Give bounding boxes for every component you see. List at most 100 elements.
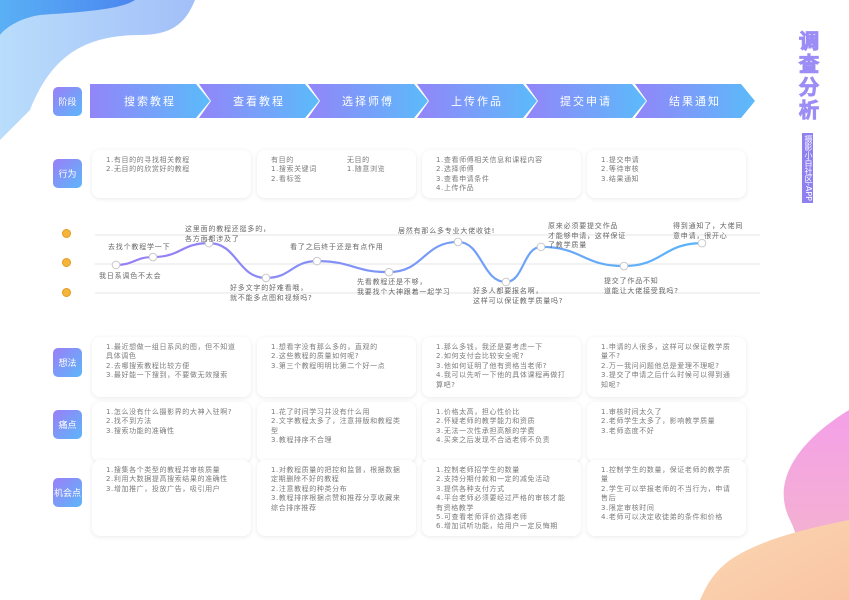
emotion-point <box>453 237 463 247</box>
emotion-label: 这里面的教程还挺多的， 各方面都涉及了 <box>185 225 271 243</box>
emotion-label: 看了之后终于还是有点作用 <box>290 243 384 251</box>
card-item: 1.怎么没有什么摄影界的大神入驻啊? <box>106 408 233 416</box>
emotion-point <box>148 252 158 262</box>
card-item: 2.看标签 <box>271 174 302 183</box>
row-label-opportunity: 机会点 <box>53 478 82 507</box>
card-item: 1.最近想做一组日系风的图，但不知道具体调色 <box>106 343 236 361</box>
card-item: 2.等待审核 <box>601 165 640 174</box>
row-label-behavior: 行为 <box>53 159 82 188</box>
card-item: 2.选择师傅 <box>436 165 475 174</box>
stage-1: 搜索教程 <box>90 84 210 118</box>
card-item: 4.平台老师必须要经过严格的审核才能有资格教学 <box>436 494 566 512</box>
behavior-column-aimless: 无目的 1.随意浏览 <box>347 156 385 184</box>
opportunity-card-1: 1.搜集各个类型的教程并审核质量 2.利用大数据提高搜索结果的准确性 3.增加推广，… <box>92 460 251 536</box>
emotion-label: 去找个教程学一下 <box>108 243 171 251</box>
card-item: 3.老师态度不好 <box>601 426 655 435</box>
card-item: 2.万一我问问题他总是爱理不理呢? <box>601 361 720 370</box>
card-item: 1.查看师傅相关信息和课程内容 <box>436 156 543 164</box>
stage-3: 选择师傅 <box>308 84 428 118</box>
opportunity-card-4: 1.控制学生的数量，保证老师的教学质量 2.学生可以举报老师的不当行为，申请售后 3… <box>587 460 746 536</box>
stage-2: 查看教程 <box>199 84 319 118</box>
card-item: 1.提交申请 <box>601 156 640 164</box>
card-item: 2.注意教程的种类分布 <box>271 484 348 493</box>
emotion-point <box>536 242 546 252</box>
card-item: 6.增加试听功能，给用户一定反悔期 <box>436 522 558 531</box>
emotion-point <box>261 273 271 283</box>
emotion-label: 提交了作品不知 道能让大佬接受我吗? <box>604 277 679 295</box>
card-item: 4.买来之后发现不合适老师不负责 <box>436 436 551 445</box>
neutral-face-icon <box>62 258 71 267</box>
card-item: 1.随意浏览 <box>346 165 386 174</box>
card-item: 1.审核时间太久了 <box>601 408 663 416</box>
card-item: 2.学生可以举报老师的不当行为，申请售后 <box>601 484 731 503</box>
stage-6: 结果通知 <box>635 84 755 118</box>
card-item: 5.可查看老师评价选择老师 <box>436 513 528 522</box>
card-item: 2.找不到方法 <box>106 417 152 426</box>
emotion-point <box>204 238 214 248</box>
pain-card-3: 1.价格太高，担心性价比 2.怀疑老师的教学能力和资质 3.无法一次性承担高额的学费… <box>422 402 581 462</box>
card-item: 2.无目的的欣赏好的教程 <box>106 165 190 174</box>
card-item: 1.申请的人很多，这样可以保证教学质量不? <box>601 343 731 361</box>
card-item: 1.对教程质量的把控和监督，根据数据定期删除不好的教程 <box>271 466 401 484</box>
card-item: 3.提供各种支付方式 <box>436 484 505 493</box>
emotion-point <box>501 277 511 287</box>
stage-4: 上传作品 <box>417 84 537 118</box>
card-item: 2.支持分期付款和一定的减免活动 <box>436 475 551 484</box>
card-item: 4.我可以先听一下他的具体课程再做打算吧? <box>436 371 566 389</box>
card-item: 3.第三个教程明明比第二个好一点 <box>271 361 386 370</box>
emotion-label: 我日系调色不太会 <box>99 272 162 280</box>
happy-face-icon <box>62 229 71 238</box>
card-item: 1.有目的的寻找相关教程 <box>106 156 190 164</box>
card-item: 1.控制学生的数量，保证老师的教学质量 <box>601 466 731 484</box>
card-item: 1.搜索关键词 <box>271 165 317 174</box>
row-label-thoughts: 想法 <box>53 348 82 377</box>
emotion-label: 好多文字的好难看哦， 就不能多点图和视频吗? <box>230 284 313 302</box>
emotion-point <box>619 261 629 271</box>
card-item: 1.花了时间学习并没有什么用 <box>271 408 371 416</box>
card-item: 2.老师学生太多了，影响教学质量 <box>601 417 716 426</box>
card-item: 4.老师可以决定收徒弟的条件和价格 <box>601 513 723 522</box>
opportunity-card-2: 1.对教程质量的把控和监督，根据数据定期删除不好的教程 2.注意教程的种类分布 3.… <box>257 460 416 536</box>
card-item: 2.如何支付会比较安全呢? <box>436 352 525 361</box>
opportunity-card-3: 1.控制老师招学生的数量 2.支持分期付款和一定的减免活动 3.提供各种支付方式 4.… <box>422 460 581 536</box>
emotion-point <box>384 267 394 277</box>
card-item: 3.教程排序不合理 <box>271 436 333 445</box>
card-item: 3.查看申请条件 <box>436 174 490 183</box>
emotion-label: 居然有那么多专业大佬收徒! <box>398 227 496 235</box>
card-item: 1.那么多钱，我还是要考虑一下 <box>436 343 543 351</box>
thoughts-card-1: 1.最近想做一组日系风的图，但不知道具体调色 2.去哪搜索教程比较方便 3.最好能一… <box>92 337 251 397</box>
card-item: 1.想看字没有那么多的，直观的 <box>271 343 378 351</box>
row-label-pain: 痛点 <box>53 410 82 439</box>
card-item: 1.搜集各个类型的教程并审核质量 <box>106 466 221 474</box>
card-item: 2.去哪搜索教程比较方便 <box>106 361 190 370</box>
behavior-card-1: 1.有目的的寻找相关教程 2.无目的的欣赏好的教程 <box>92 150 251 198</box>
card-item: 3.无法一次性承担高额的学费 <box>436 426 536 435</box>
thoughts-card-4: 1.申请的人很多，这样可以保证教学质量不? 2.万一我问问题他总是爱理不理呢? 3.… <box>587 337 746 397</box>
card-item: 1.价格太高，担心性价比 <box>436 408 520 416</box>
behavior-card-4: 1.提交申请 2.等待审核 3.结果通知 <box>587 150 746 198</box>
card-item: 1.控制老师招学生的数量 <box>436 466 520 474</box>
card-item: 3.最好能一下搜到，不要做无效搜索 <box>106 371 228 380</box>
card-item: 2.利用大数据提高搜索结果的准确性 <box>106 475 228 484</box>
emotion-point <box>312 256 322 266</box>
card-item: 3.他如何证明了他有资格当老师? <box>436 361 547 370</box>
emotion-label: 好多人都要报名啊， 这样可以保证教学质量吗? <box>473 287 564 305</box>
card-item: 3.限定审核时间 <box>601 503 655 512</box>
card-item: 3.结果通知 <box>601 174 640 183</box>
sad-face-icon <box>62 288 71 297</box>
card-item: 4.上传作品 <box>436 184 475 193</box>
page-title: 调查分析 <box>799 29 820 122</box>
row-label-stage: 阶段 <box>53 87 82 116</box>
pain-card-1: 1.怎么没有什么摄影界的大神入驻啊? 2.找不到方法 3.搜索功能的准确性 <box>92 402 251 462</box>
card-item: 3.教程排序根据点赞和推荐分享收藏来综合排序推荐 <box>271 494 401 512</box>
behavior-card-2: 有目的 1.搜索关键词 2.看标签 无目的 1.随意浏览 <box>257 150 416 198</box>
card-item: 无目的 <box>346 156 370 164</box>
card-item: 2.这些教程的质量如何呢? <box>271 352 360 361</box>
card-item: 有目的 <box>271 156 294 164</box>
pain-card-4: 1.审核时间太久了 2.老师学生太多了，影响教学质量 3.老师态度不好 <box>587 402 746 462</box>
emotion-label: 得到通知了，大佬同 意申请，很开心 <box>673 222 744 240</box>
card-item: 3.提交了申请之后什么时候可以得到通知呢? <box>601 371 731 389</box>
emotion-label: 原来必须要提交作品 才能够申请，这样保证 了教学质量 <box>548 222 626 249</box>
thoughts-card-3: 1.那么多钱，我还是要考虑一下 2.如何支付会比较安全呢? 3.他如何证明了他有资格… <box>422 337 581 397</box>
